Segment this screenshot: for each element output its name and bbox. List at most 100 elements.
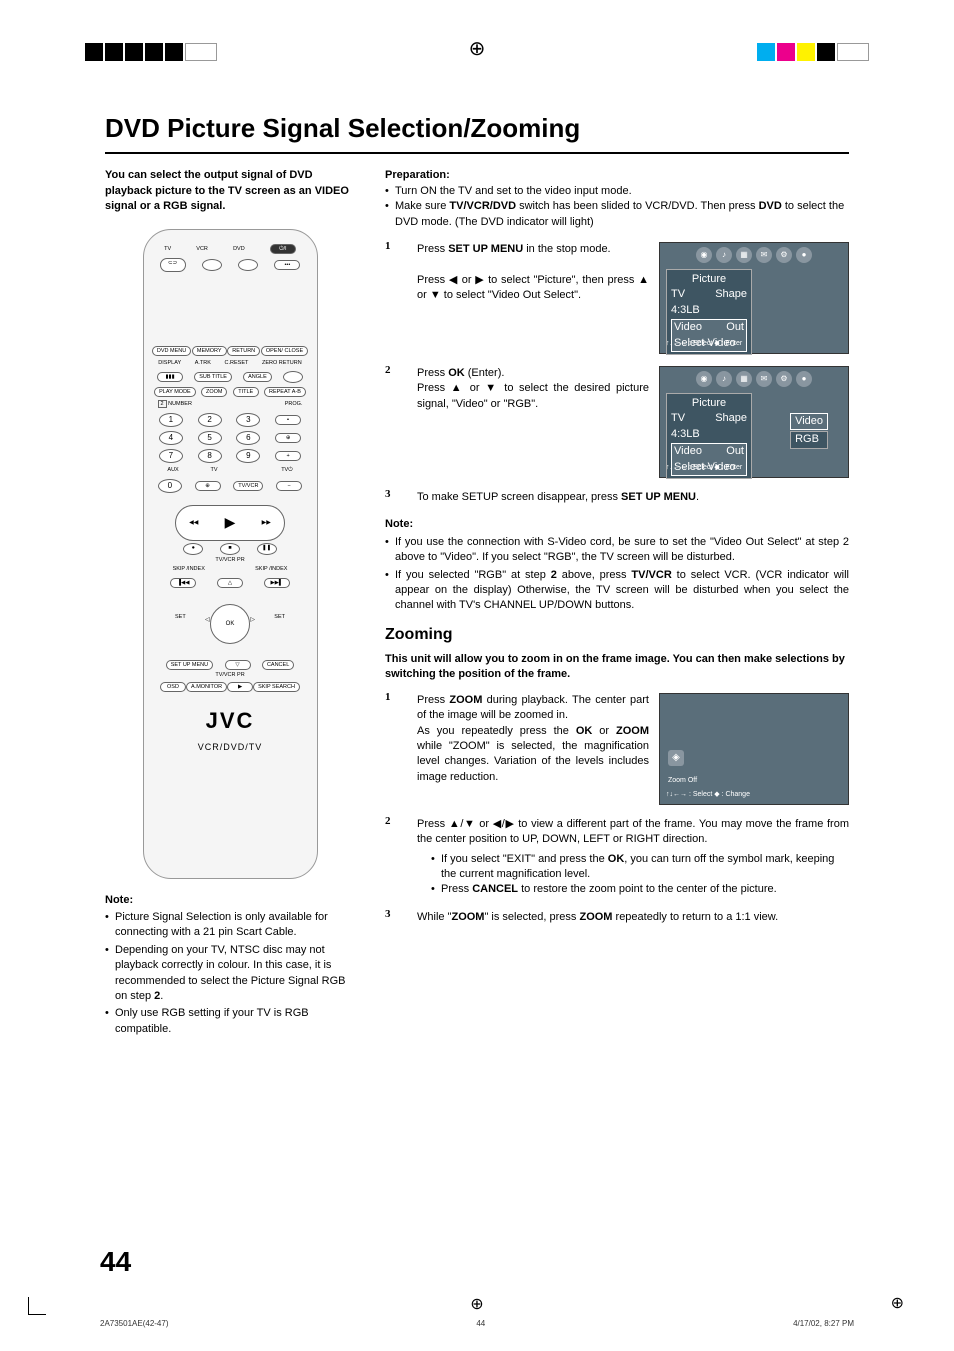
zooming-intro: This unit will allow you to zoom in on t… (385, 652, 849, 683)
remote-num-6: 6 (236, 431, 260, 445)
remote-playmode: PLAY MODE (154, 387, 196, 397)
remote-skip-l: SKIP /INDEX (173, 566, 205, 574)
crosshair-top: ⊕ (469, 35, 486, 63)
right-note-2: If you selected "RGB" at step 2 above, p… (385, 568, 849, 614)
crosshair-right: ⊕ (891, 1293, 904, 1315)
zstep-2-text: Press ▲/▼ or ◀/▶ to view a different par… (417, 817, 849, 848)
remote-ok: OK (226, 620, 235, 628)
crop-mark-left (28, 1297, 46, 1315)
zstep-2-sub-2: Press CANCEL to restore the zoom point t… (431, 882, 849, 897)
remote-repeat: REPEAT A-B (264, 387, 306, 397)
remote-setup-menu: SET UP MENU (166, 660, 213, 670)
osd-zoom-screen: ◈ Zoom Off ↑↓←→ : Select ◆ : Change (659, 693, 849, 805)
remote-num-9: 9 (236, 449, 260, 463)
osd-screen-1: ◉♪▦✉⚙● Picture TV Shape 4:3LB Video Out … (659, 242, 849, 354)
remote-tv-label: TV (164, 246, 171, 254)
osd2-opt-video: Video (790, 413, 828, 430)
remote-search: SKIP SEARCH (253, 682, 300, 692)
remote-vcr-label: VCR (196, 246, 208, 254)
osd-screen-2: ◉♪▦✉⚙● Picture TV Shape 4:3LB Video Out … (659, 366, 849, 478)
osd1-bottom: ↑↓←→ : Select ◆ : Enter (666, 339, 842, 349)
remote-num-5: 5 (198, 431, 222, 445)
step-2-num: 2 (385, 366, 409, 478)
osd1-line1: TV Shape 4:3LB (671, 287, 747, 318)
remote-aux-label: AUX (167, 467, 178, 475)
right-note-title: Note: (385, 517, 849, 532)
prep-item-2: Make sure TV/VCR/DVD switch has been sli… (385, 199, 849, 230)
left-note-list: Picture Signal Selection is only availab… (105, 910, 355, 1037)
remote-zoom: ZOOM (201, 387, 228, 397)
step-3-num: 3 (385, 490, 409, 505)
osd2-line1: TV Shape 4:3LB (671, 411, 747, 442)
remote-prog-label: PROG. (285, 401, 303, 409)
remote-open-close: OPEN/ CLOSE (261, 346, 308, 356)
remote-creset-label: C.RESET (225, 360, 249, 368)
step-1-text-a: Press SET UP MENU in the stop mode. (417, 242, 649, 257)
left-note-1: Picture Signal Selection is only availab… (105, 910, 355, 941)
footer-page: 44 (476, 1318, 485, 1329)
remote-angle: ANGLE (243, 372, 272, 382)
step-2-text-a: Press OK (Enter). (417, 366, 649, 381)
remote-num-3: 3 (236, 413, 260, 427)
remote-tvvcrpr2-label: TV/VCR PR (215, 672, 244, 680)
remote-num-7: 7 (159, 449, 183, 463)
remote-subbrand: VCR/DVD/TV (198, 741, 263, 754)
zstep-2-sub-1: If you select "EXIT" and press the OK, y… (431, 852, 849, 883)
step-3-text: To make SETUP screen disappear, press SE… (417, 490, 849, 505)
remote-display-label: DISPLAY (158, 360, 181, 368)
remote-dvd-label: DVD (233, 246, 245, 254)
remote-play-row: ◀◀▶▶▶ (175, 505, 285, 541)
black-bars (85, 43, 217, 61)
osd3-zoom-label: Zoom Off (668, 776, 697, 786)
remote-memory: MEMORY (192, 346, 227, 356)
page-title: DVD Picture Signal Selection/Zooming (105, 110, 849, 154)
remote-stop1: ▪ (275, 415, 301, 425)
remote-set-minus: SET (175, 614, 186, 622)
cmyk-bars (757, 43, 869, 61)
zstep-2-num: 2 (385, 817, 409, 898)
osd2-opt-rgb: RGB (790, 431, 828, 448)
remote-title: TITLE (233, 387, 259, 397)
remote-num-8: 8 (198, 449, 222, 463)
remote-num-2: 2 (198, 413, 222, 427)
footer-timestamp: 4/17/02, 8:27 PM (793, 1318, 854, 1329)
remote-input: ⊕ (195, 481, 221, 491)
remote-plus: + (275, 451, 301, 461)
remote-return: RETURN (227, 346, 260, 356)
remote-osd: OSD (160, 682, 186, 692)
osd2-title: Picture (671, 396, 747, 411)
remote-zeroreturn-label: ZERO RETURN (262, 360, 302, 368)
remote-dvd-button (238, 259, 258, 271)
remote-pause: ▮▮▮ (157, 372, 183, 382)
remote-brand: JVC (206, 706, 255, 737)
step-1-text-b: Press ◀ or ▶ to select "Picture", then p… (417, 273, 649, 304)
osd2-bottom: ↑↓←→ : Select ◆ : Enter (666, 463, 842, 473)
zstep-1-text: Press ZOOM during playback. The center p… (417, 693, 649, 805)
print-registration-top: ⊕ (0, 35, 954, 65)
remote-number-label: NUMBER (168, 401, 192, 407)
remote-atrk-label: A.TRK (195, 360, 211, 368)
remote-num-1: 1 (159, 413, 183, 427)
intro-text: You can select the output signal of DVD … (105, 168, 355, 214)
right-note-1: If you use the connection with S-Video c… (385, 535, 849, 566)
zstep-2-sublist: If you select "EXIT" and press the OK, y… (417, 852, 849, 898)
remote-subtitle: SUB TITLE (194, 372, 232, 382)
left-note-title: Note: (105, 893, 355, 908)
remote-power-button: ⏻/I (270, 244, 296, 254)
remote-tv2-label: TV (211, 467, 218, 475)
remote-slider: ⊂⊃ (160, 258, 186, 272)
footer-filename: 2A73501AE(42-47) (100, 1318, 169, 1329)
remote-blank (283, 371, 303, 383)
footer: 2A73501AE(42-47) 44 4/17/02, 8:27 PM (100, 1318, 854, 1329)
remote-monitor: A.MONITOR (186, 682, 227, 692)
zooming-heading: Zooming (385, 624, 849, 646)
remote-set-plus: SET (274, 614, 285, 622)
zoom-indicator-icon: ◈ (668, 750, 684, 766)
remote-skip-r: SKIP /INDEX (255, 566, 287, 574)
remote-timer: ⊕ (275, 433, 301, 443)
right-note-list: If you use the connection with S-Video c… (385, 535, 849, 614)
page-number: 44 (100, 1242, 131, 1281)
step-1-num: 1 (385, 242, 409, 354)
crosshair-bottom: ⊕ (470, 1294, 483, 1316)
remote-dots-button: ••• (274, 260, 300, 270)
